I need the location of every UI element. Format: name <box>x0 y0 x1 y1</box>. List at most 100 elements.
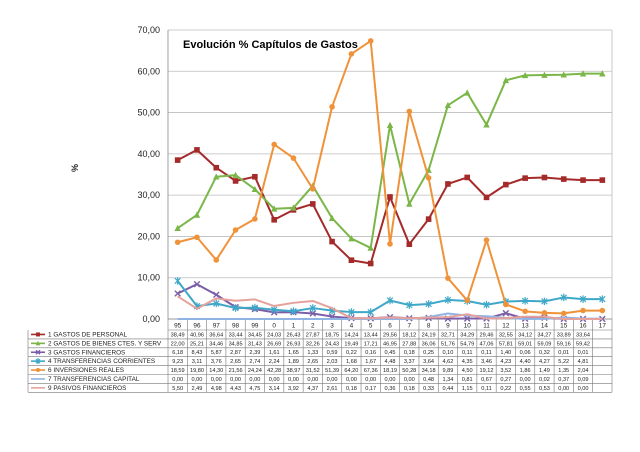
data-point <box>483 237 490 243</box>
data-label: 34,18 <box>422 368 436 374</box>
data-label: 33,64 <box>576 332 590 338</box>
data-point <box>445 181 451 187</box>
y-tick-label: 40,00 <box>137 149 160 159</box>
data-point <box>367 260 374 267</box>
data-label: 0,11 <box>481 386 491 392</box>
data-label: 4,23 <box>500 359 511 365</box>
data-point <box>309 201 316 207</box>
y-tick-label: 0,00 <box>142 314 160 324</box>
data-label: 5,22 <box>558 359 569 365</box>
legend-key-marker <box>36 368 40 373</box>
data-point <box>367 38 374 44</box>
data-label: 0,11 <box>462 350 472 356</box>
data-label: 3,76 <box>211 359 222 365</box>
data-label: 4,98 <box>211 386 222 392</box>
series-line <box>177 295 603 320</box>
data-label: 0,48 <box>423 377 434 383</box>
data-point <box>329 104 335 110</box>
data-label: 4,81 <box>578 359 589 365</box>
data-point <box>522 175 528 181</box>
data-point <box>503 181 509 188</box>
data-label: 0,02 <box>539 377 550 383</box>
data-label: 27,88 <box>402 341 416 347</box>
data-label: 2,03 <box>327 359 338 365</box>
data-point <box>270 305 278 314</box>
data-point <box>406 108 413 115</box>
data-label: 1,67 <box>365 359 376 365</box>
data-label: 0,32 <box>539 350 550 356</box>
x-tick-label: 99 <box>251 323 259 330</box>
data-label: 32,55 <box>499 332 513 338</box>
data-label: 2,49 <box>192 386 203 392</box>
data-label: 51,76 <box>441 341 455 347</box>
data-label: 3,46 <box>481 359 492 365</box>
data-label: 40,96 <box>190 332 204 338</box>
data-point <box>464 174 471 181</box>
data-label: 0,17 <box>365 386 376 392</box>
data-label: 54,79 <box>460 341 474 347</box>
data-label: 0,00 <box>346 377 357 383</box>
data-point <box>541 310 548 316</box>
data-point <box>580 177 586 183</box>
data-label: 22,00 <box>171 341 185 347</box>
data-point <box>387 194 393 200</box>
data-label: 18,75 <box>325 332 339 338</box>
legend-entry: 6 INVERSIONES REALES <box>48 367 124 374</box>
data-point <box>251 185 259 193</box>
data-label: 21,56 <box>229 368 243 374</box>
data-point <box>213 299 220 308</box>
y-tick-label: 70,00 <box>137 25 160 35</box>
data-point <box>541 174 548 181</box>
data-label: 4,50 <box>462 368 473 374</box>
x-tick-label: 1 <box>292 323 296 330</box>
data-label: 1,33 <box>307 350 318 356</box>
data-point <box>599 177 606 183</box>
x-tick-label: 16 <box>579 323 587 330</box>
data-label: 0,22 <box>500 386 511 392</box>
data-label: 0,18 <box>404 350 415 356</box>
data-label: 0,11 <box>481 350 491 356</box>
data-point <box>174 224 181 231</box>
data-label: 0,00 <box>192 377 203 383</box>
chart-title: Evolución % Capítulos de Gastos <box>183 39 358 51</box>
data-label: 24,24 <box>248 368 262 374</box>
data-label: 3,37 <box>404 359 415 365</box>
data-label: 51,39 <box>325 368 339 374</box>
data-point <box>309 186 316 192</box>
data-label: 26,69 <box>267 341 281 347</box>
data-label: 36,06 <box>422 341 436 347</box>
data-label: 2,65 <box>307 359 318 365</box>
data-label: 19,49 <box>344 341 358 347</box>
y-tick-label: 10,00 <box>137 273 160 283</box>
data-label: 2,24 <box>269 359 280 365</box>
data-point <box>193 280 201 288</box>
data-label: 3,92 <box>288 386 299 392</box>
legend-entry: 3 GASTOS FINANCIEROS <box>48 349 125 356</box>
data-label: 9,89 <box>442 368 453 374</box>
data-point <box>309 304 317 312</box>
data-point <box>252 173 258 180</box>
data-label: 2,61 <box>327 386 338 392</box>
y-tick-label: 20,00 <box>137 231 160 241</box>
data-point <box>309 310 317 317</box>
data-label: 0,55 <box>520 386 531 392</box>
data-point <box>406 241 413 247</box>
data-label: 32,71 <box>441 332 455 338</box>
data-label: 0,01 <box>558 350 569 356</box>
data-label: 1,49 <box>539 368 550 374</box>
data-label: 1,15 <box>462 386 473 392</box>
data-point <box>599 307 606 314</box>
data-label: 0,09 <box>578 377 589 383</box>
x-tick-label: 96 <box>193 323 201 330</box>
data-point <box>502 309 510 317</box>
data-point <box>212 291 220 299</box>
data-label: 4,62 <box>442 359 453 365</box>
data-label: 0,16 <box>365 350 376 356</box>
data-label: 36,64 <box>209 332 223 338</box>
data-label: 0,36 <box>385 386 396 392</box>
data-point <box>599 295 606 303</box>
data-point <box>271 216 277 223</box>
legend-entry: 9 PASIVOS FINANCIEROS <box>48 385 126 392</box>
data-point <box>599 70 606 77</box>
data-label: 0,33 <box>423 386 434 392</box>
